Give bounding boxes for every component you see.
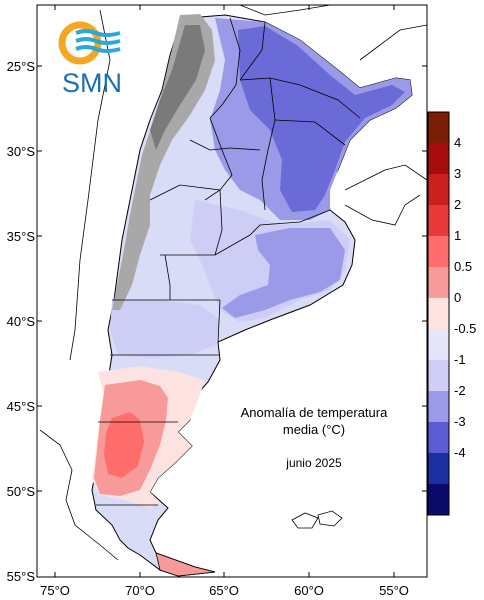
lon-label: 70°O xyxy=(125,583,155,598)
andes-relief-high xyxy=(150,25,205,150)
lat-labels: 25°S 30°S 35°S 40°S 45°S 50°S 55°S xyxy=(7,59,36,584)
lat-label: 35°S xyxy=(7,229,36,244)
legend-border xyxy=(427,111,450,516)
legend-swatch xyxy=(428,329,449,360)
lon-label: 65°O xyxy=(209,583,239,598)
cold-anomaly-core-ne xyxy=(238,26,405,212)
legend-swatch xyxy=(428,391,449,422)
legend-swatch xyxy=(428,236,449,267)
legend-label: 3 xyxy=(454,166,461,181)
legend-label: 0.5 xyxy=(454,259,472,274)
legend-swatch xyxy=(428,205,449,236)
legend-label: 1 xyxy=(454,228,461,243)
caption-date: junio 2025 xyxy=(285,456,342,470)
lat-label: 25°S xyxy=(7,59,36,74)
legend-swatch xyxy=(428,484,449,515)
legend-swatch xyxy=(428,267,449,298)
lon-label: 60°O xyxy=(294,583,324,598)
legend-label: 2 xyxy=(454,197,461,212)
lat-ticks xyxy=(37,65,427,492)
lon-label: 55°O xyxy=(379,583,409,598)
lat-label: 30°S xyxy=(7,144,36,159)
lon-labels: 75°O 70°O 65°O 60°O 55°O xyxy=(40,583,409,598)
lat-label: 50°S xyxy=(7,484,36,499)
lat-label: 45°S xyxy=(7,399,36,414)
legend-swatch xyxy=(428,112,449,143)
legend-label: -2 xyxy=(454,383,466,398)
legend-swatch xyxy=(428,422,449,453)
legend-swatch xyxy=(428,174,449,205)
smn-logo: SMN xyxy=(58,21,122,98)
legend-swatch xyxy=(428,360,449,391)
legend-label: 0 xyxy=(454,290,461,305)
legend-swatch xyxy=(428,453,449,484)
lon-ticks xyxy=(54,5,395,577)
legend-swatch xyxy=(428,298,449,329)
logo-text: SMN xyxy=(62,68,122,98)
province-borders xyxy=(96,17,361,506)
legend-label: -3 xyxy=(454,414,466,429)
legend-label: 4 xyxy=(454,135,461,150)
color-legend: 4 3 2 1 0.5 0 -0.5 -1 -2 -3 -4 xyxy=(427,111,476,516)
caption-line1: Anomalía de temperatura xyxy=(241,405,388,420)
tierra-del-fuego xyxy=(155,552,216,577)
legend-label: -1 xyxy=(454,352,466,367)
cold-anomaly-north-patagonia xyxy=(110,300,220,358)
legend-swatch xyxy=(428,143,449,174)
neighbor-borders xyxy=(39,4,428,561)
legend-label: -0.5 xyxy=(454,321,476,336)
cold-anomaly-buenos-aires xyxy=(222,228,345,318)
warm-anomaly-peak xyxy=(104,412,144,478)
lat-label: 55°S xyxy=(7,569,36,584)
lat-label: 40°S xyxy=(7,314,36,329)
lon-label: 75°O xyxy=(40,583,70,598)
caption-line2: media (°C) xyxy=(283,422,345,437)
legend-label: -4 xyxy=(454,445,466,460)
malvinas-islands xyxy=(291,510,343,529)
